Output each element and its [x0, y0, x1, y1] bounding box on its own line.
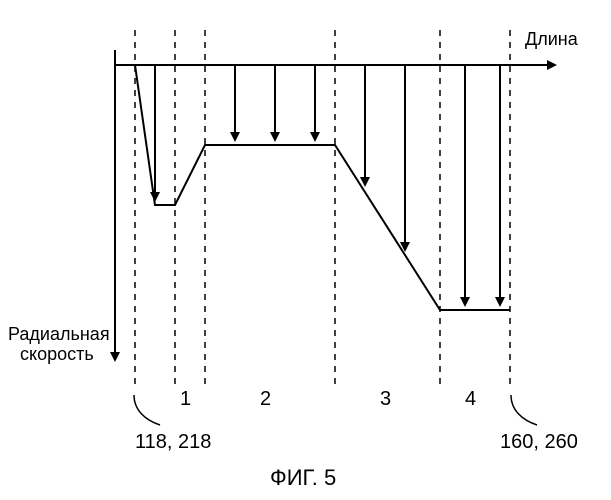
zone-label-3: 3	[380, 388, 391, 410]
velocity-profile	[135, 65, 510, 310]
callout-label-0: 118, 218	[135, 431, 211, 453]
zone-label-4: 4	[465, 388, 476, 410]
callout-leader-0	[134, 395, 160, 425]
y-axis-label-1: Радиальная	[8, 324, 110, 344]
zone-label-1: 1	[180, 388, 191, 410]
figure-caption: ФИГ. 5	[270, 465, 336, 490]
y-axis-label-2: скорость	[20, 344, 94, 364]
callout-label-1: 160, 260	[500, 431, 578, 453]
zone-label-2: 2	[260, 388, 271, 410]
x-axis-label: Длина	[525, 29, 579, 49]
callout-leader-1	[511, 395, 537, 425]
